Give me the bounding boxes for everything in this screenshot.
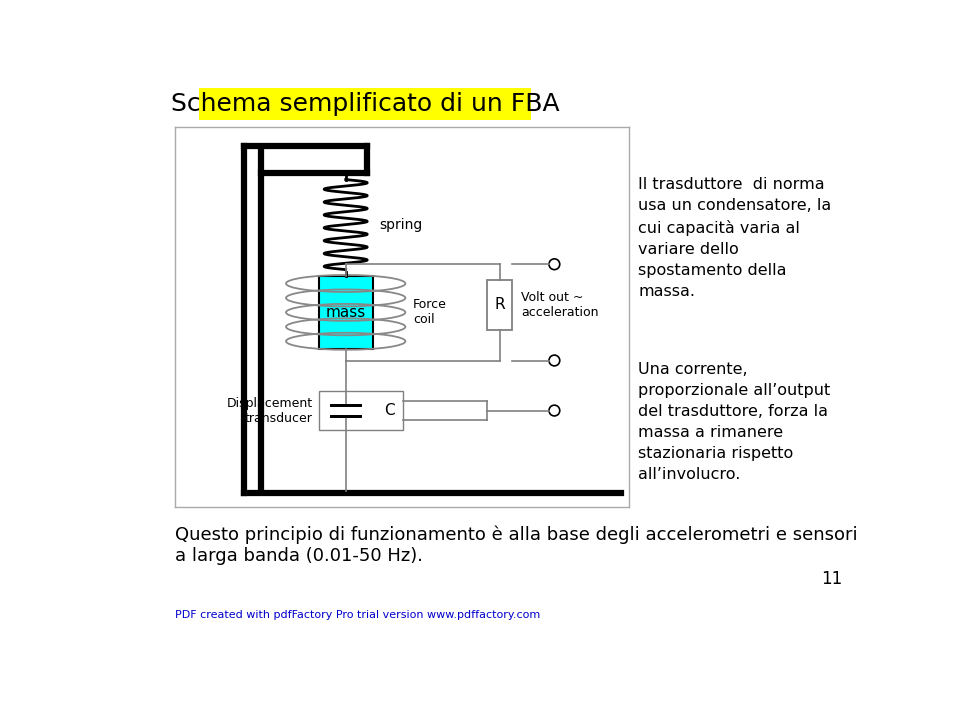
Text: spring: spring xyxy=(379,218,422,232)
Text: Force
coil: Force coil xyxy=(413,298,447,327)
Text: Una corrente,
proporzionale all’output
del trasduttore, forza la
massa a rimaner: Una corrente, proporzionale all’output d… xyxy=(638,362,830,482)
Text: Il trasduttore  di norma
usa un condensatore, la
cui capacità varia al
variare d: Il trasduttore di norma usa un condensat… xyxy=(638,177,831,299)
Text: 11: 11 xyxy=(821,570,842,588)
Bar xyxy=(319,391,403,430)
Text: Schema semplificato di un FBA: Schema semplificato di un FBA xyxy=(171,92,560,116)
Bar xyxy=(488,280,512,329)
Text: C: C xyxy=(384,403,395,418)
Text: Volt out ~
acceleration: Volt out ~ acceleration xyxy=(521,291,599,319)
Bar xyxy=(319,276,372,349)
Circle shape xyxy=(549,259,560,269)
Text: R: R xyxy=(494,297,505,312)
Text: mass: mass xyxy=(325,305,366,320)
Text: Displacement
transducer: Displacement transducer xyxy=(227,397,313,424)
Text: PDF created with pdfFactory Pro trial version www.pdffactory.com: PDF created with pdfFactory Pro trial ve… xyxy=(175,610,540,620)
Circle shape xyxy=(549,405,560,416)
Text: Questo principio di funzionamento è alla base degli accelerometri e sensori
a la: Questo principio di funzionamento è alla… xyxy=(175,525,857,565)
Bar xyxy=(200,88,531,120)
Circle shape xyxy=(549,355,560,366)
